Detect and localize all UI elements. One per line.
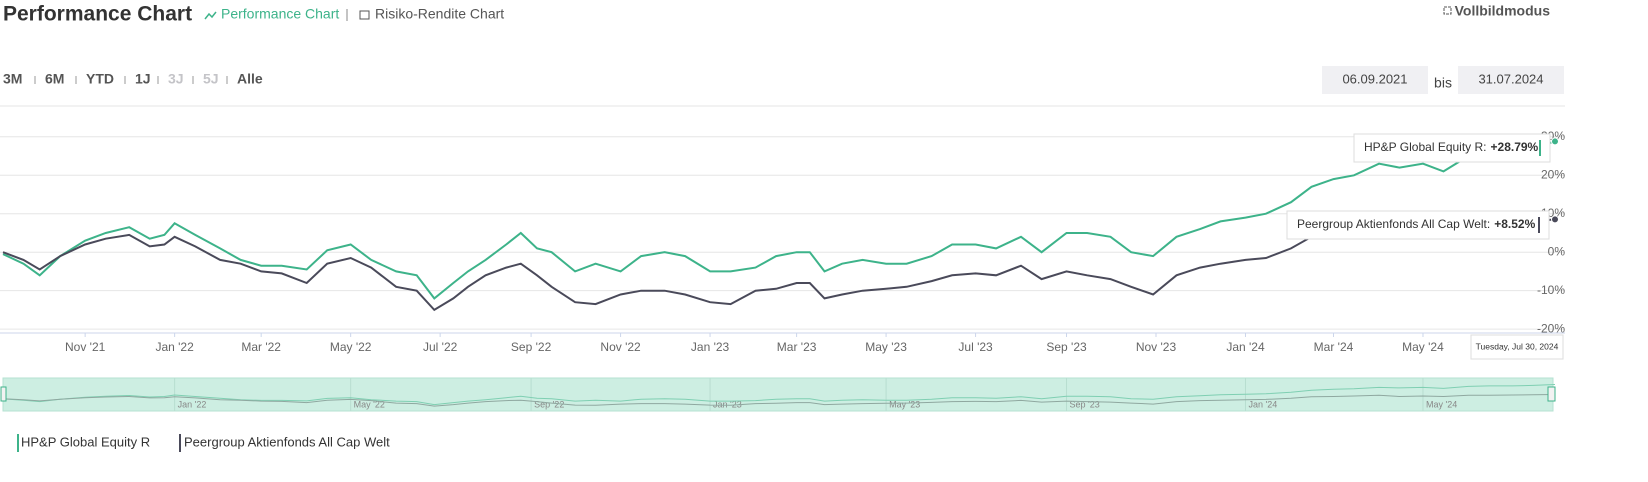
navigator-label: May '23 [889, 399, 920, 409]
y-tick-label: 0% [1548, 244, 1566, 258]
x-tick-label: Nov '22 [600, 340, 641, 354]
x-tick-label: Mar '22 [241, 340, 281, 354]
tooltip-name: Peergroup Aktienfonds All Cap Welt: [1297, 217, 1490, 231]
date-input[interactable] [1458, 66, 1564, 94]
legend-label[interactable]: Peergroup Aktienfonds All Cap Welt [184, 434, 390, 449]
navigator-label: May '24 [1426, 399, 1457, 409]
x-tick-label: Sep '22 [511, 340, 552, 354]
tooltip-text: HP&P Global Equity R: +28.79% [1364, 140, 1539, 154]
range-button[interactable]: 3M [3, 71, 22, 87]
fullscreen-icon [1443, 6, 1452, 15]
x-tick-label: May '23 [865, 340, 907, 354]
navigator-handle[interactable] [0, 386, 7, 402]
tooltip-swatch [1539, 140, 1541, 156]
tab[interactable]: Risiko-Rendite Chart [375, 6, 504, 22]
tooltip-value: +8.52% [1494, 217, 1535, 231]
series-line [2, 140, 1556, 300]
tooltip [1286, 210, 1550, 240]
y-tick-label: -20% [1537, 321, 1565, 335]
navigator-label: Jan '22 [178, 399, 207, 409]
x-tick-label: Jan '24 [1226, 340, 1265, 354]
crosshair-label-box [1470, 334, 1564, 360]
range-button[interactable]: 1J [135, 71, 151, 87]
date-input[interactable] [1322, 66, 1428, 94]
navigator-handle[interactable] [1547, 386, 1556, 402]
range-button[interactable]: Alle [237, 71, 263, 87]
y-tick-label: 20% [1541, 167, 1565, 181]
x-tick-label: Jan '22 [155, 340, 194, 354]
crosshair-label: Tuesday, Jul 30, 2024 [1476, 341, 1559, 351]
navigator-label: Jan '23 [713, 399, 742, 409]
legend-swatch [179, 434, 181, 452]
line-icon [204, 11, 217, 20]
x-tick-label: Sep '23 [1046, 340, 1087, 354]
range-button[interactable]: 6M [45, 71, 64, 87]
date-from: 06.09.2021 [1342, 71, 1407, 86]
y-tick-label: -10% [1537, 283, 1565, 297]
navigator[interactable] [2, 377, 1554, 412]
legend-swatch [17, 434, 19, 452]
date-to: 31.07.2024 [1478, 71, 1543, 86]
navigator-line [2, 394, 1556, 407]
x-tick-label: Nov '23 [1136, 340, 1177, 354]
x-tick-label: Jan '23 [691, 340, 730, 354]
tab[interactable]: Performance Chart [221, 6, 339, 22]
x-tick-label: Jul '22 [423, 340, 458, 354]
range-button[interactable]: 3J [168, 71, 184, 87]
navigator-label: May '22 [354, 399, 385, 409]
page-title: Performance Chart [3, 3, 192, 26]
hover-marker [1551, 215, 1559, 224]
series-line [2, 218, 1556, 312]
legend-label[interactable]: HP&P Global Equity R [21, 434, 150, 449]
fullscreen-button[interactable]: Vollbildmodus [1455, 3, 1551, 19]
navigator-label: Jan '24 [1248, 399, 1277, 409]
x-tick-label: Nov '21 [65, 340, 106, 354]
tooltip [1353, 133, 1551, 163]
tooltip-name: HP&P Global Equity R: [1364, 140, 1487, 154]
range-button[interactable]: YTD [86, 71, 114, 87]
tooltip-swatch [1538, 217, 1540, 233]
x-tick-label: Mar '23 [777, 340, 817, 354]
navigator-line [2, 384, 1556, 406]
hover-marker [1551, 137, 1559, 146]
date-separator: bis [1434, 75, 1452, 91]
x-tick-label: May '24 [1402, 340, 1444, 354]
tooltip-value: +28.79% [1491, 140, 1539, 154]
range-buttons: 3M 6M YTD 1J 3J 5J Alle [3, 71, 263, 87]
x-tick-label: Mar '24 [1314, 340, 1354, 354]
x-tick-label: May '22 [330, 340, 372, 354]
tooltip-text: Peergroup Aktienfonds All Cap Welt: +8.52… [1297, 217, 1536, 231]
navigator-label: Sep '23 [1070, 399, 1100, 409]
navigator-label: Sep '22 [534, 399, 564, 409]
x-tick-label: Jul '23 [958, 340, 993, 354]
grid-icon [359, 10, 370, 20]
range-button[interactable]: 5J [203, 71, 219, 87]
